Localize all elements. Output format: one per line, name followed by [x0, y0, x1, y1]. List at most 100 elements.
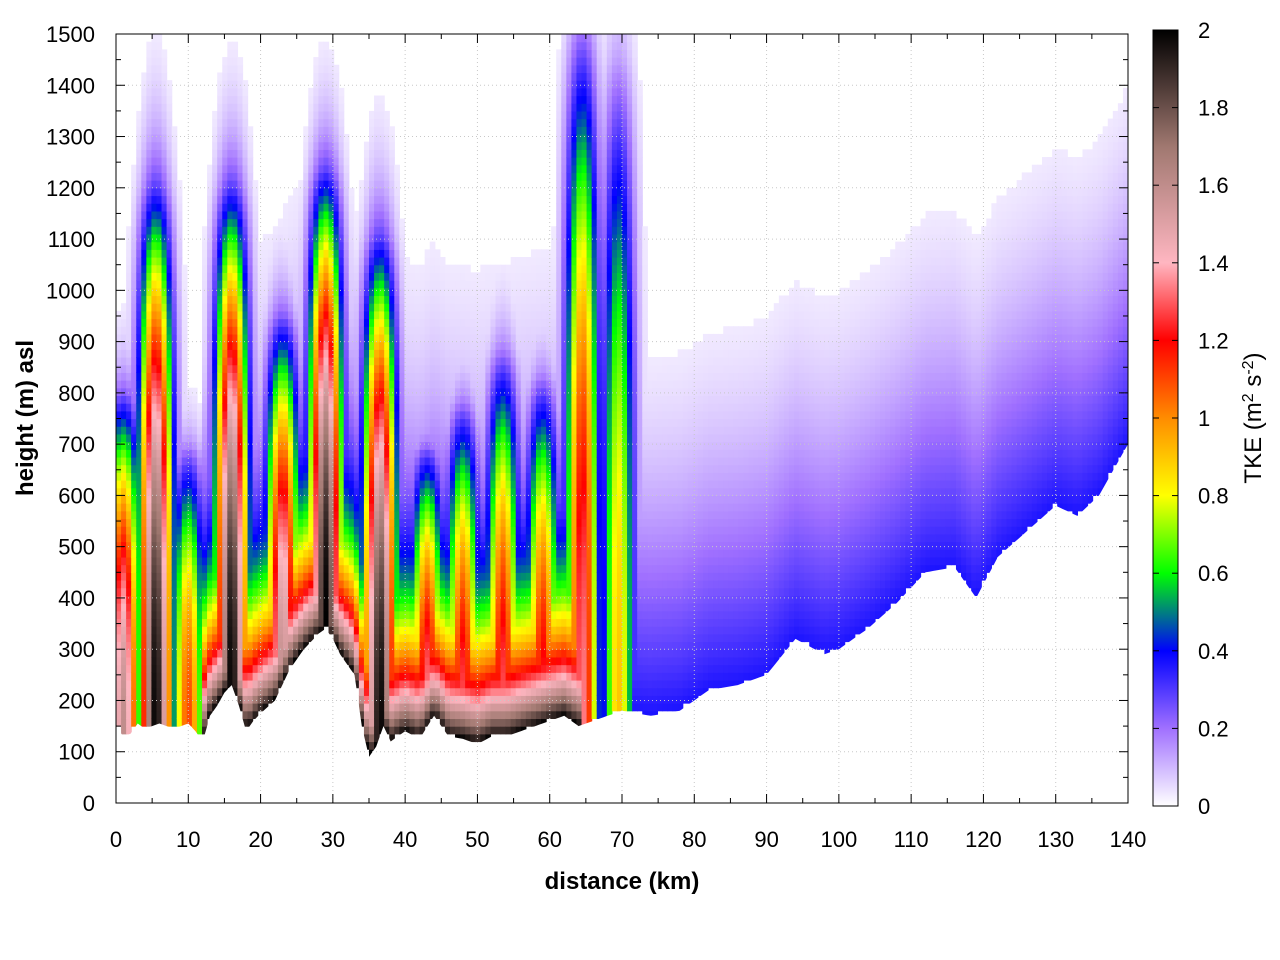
- field-cell: [288, 456, 294, 466]
- field-cell: [242, 526, 249, 535]
- field-cell: [161, 633, 168, 643]
- field-cell: [293, 349, 299, 358]
- field-cell: [161, 280, 168, 289]
- field-cell: [202, 226, 208, 235]
- field-cell: [348, 318, 355, 327]
- field-cell: [308, 564, 314, 573]
- field-cell: [161, 87, 168, 97]
- field-cell: [191, 695, 198, 704]
- field-cell: [116, 341, 122, 350]
- field-cell: [161, 356, 168, 366]
- field-cell: [348, 587, 355, 596]
- field-cell: [272, 395, 279, 404]
- field-cell: [252, 572, 259, 581]
- field-cell: [242, 149, 249, 158]
- field-cell: [444, 572, 451, 581]
- field-cell: [369, 541, 375, 550]
- field-cell: [343, 233, 350, 243]
- field-cell: [333, 64, 340, 74]
- field-cell: [313, 595, 319, 604]
- field-cell: [338, 618, 345, 627]
- field-cell: [394, 226, 400, 235]
- field-cell: [126, 595, 132, 604]
- field-cell: [308, 541, 314, 550]
- field-cell: [161, 310, 168, 320]
- field-cell: [308, 333, 314, 343]
- field-cell: [161, 387, 168, 397]
- field-cell: [146, 126, 153, 135]
- field-cell: [217, 572, 223, 581]
- field-cell: [379, 526, 385, 535]
- field-cell: [384, 726, 390, 735]
- field-cell: [348, 472, 355, 481]
- field-cell: [282, 257, 289, 266]
- field-cell: [237, 687, 244, 696]
- field-cell: [116, 541, 122, 550]
- field-cell: [384, 372, 390, 381]
- field-cell: [217, 518, 223, 527]
- field-cell: [217, 410, 223, 420]
- field-cell: [217, 426, 223, 435]
- field-cell: [414, 549, 421, 558]
- field-cell: [318, 280, 325, 289]
- field-cell: [465, 526, 471, 535]
- field-cell: [181, 403, 188, 412]
- field-cell: [434, 456, 441, 466]
- field-cell: [455, 718, 461, 727]
- field-cell: [242, 456, 249, 466]
- field-cell: [313, 410, 319, 420]
- field-cell: [196, 703, 203, 712]
- field-cell: [227, 526, 233, 535]
- field-cell: [358, 210, 365, 220]
- field-cell: [212, 264, 218, 273]
- field-cell: [232, 110, 239, 120]
- field-cell: [131, 703, 137, 712]
- field-cell: [222, 241, 228, 250]
- field-cell: [328, 226, 335, 235]
- field-cell: [186, 641, 193, 650]
- field-cell: [328, 218, 335, 227]
- field-cell: [449, 579, 456, 589]
- field-cell: [298, 210, 304, 220]
- field-cell: [171, 641, 178, 650]
- field-cell: [379, 318, 385, 327]
- field-cell: [272, 456, 279, 466]
- field-cell: [343, 433, 350, 443]
- field-cell: [222, 433, 228, 443]
- field-cell: [338, 141, 345, 150]
- field-cell: [166, 110, 173, 120]
- field-cell: [181, 518, 188, 527]
- field-cell: [161, 556, 168, 566]
- field-cell: [404, 272, 411, 281]
- field-cell: [369, 556, 375, 566]
- field-cell: [384, 187, 390, 197]
- field-cell: [257, 495, 264, 504]
- field-cell: [404, 695, 411, 704]
- field-cell: [136, 718, 142, 727]
- field-cell: [308, 526, 314, 535]
- field-cell: [267, 618, 274, 627]
- field-cell: [470, 333, 476, 343]
- field-cell: [303, 295, 309, 304]
- field-cell: [161, 172, 168, 181]
- field-cell: [419, 441, 426, 450]
- field-cell: [116, 672, 122, 681]
- field-cell: [439, 387, 446, 397]
- field-cell: [267, 249, 274, 258]
- field-cell: [116, 572, 122, 581]
- field-cell: [353, 264, 360, 273]
- field-cell: [136, 572, 142, 581]
- field-cell: [171, 141, 178, 150]
- field-cell: [449, 272, 456, 281]
- field-cell: [333, 495, 340, 504]
- field-cell: [272, 579, 279, 589]
- field-cell: [379, 510, 385, 520]
- field-cell: [439, 310, 446, 320]
- field-cell: [262, 610, 269, 620]
- field-cell: [424, 703, 431, 712]
- field-cell: [444, 656, 451, 666]
- field-cell: [257, 672, 264, 681]
- field-cell: [465, 726, 471, 735]
- field-cell: [247, 380, 254, 389]
- field-cell: [358, 487, 365, 496]
